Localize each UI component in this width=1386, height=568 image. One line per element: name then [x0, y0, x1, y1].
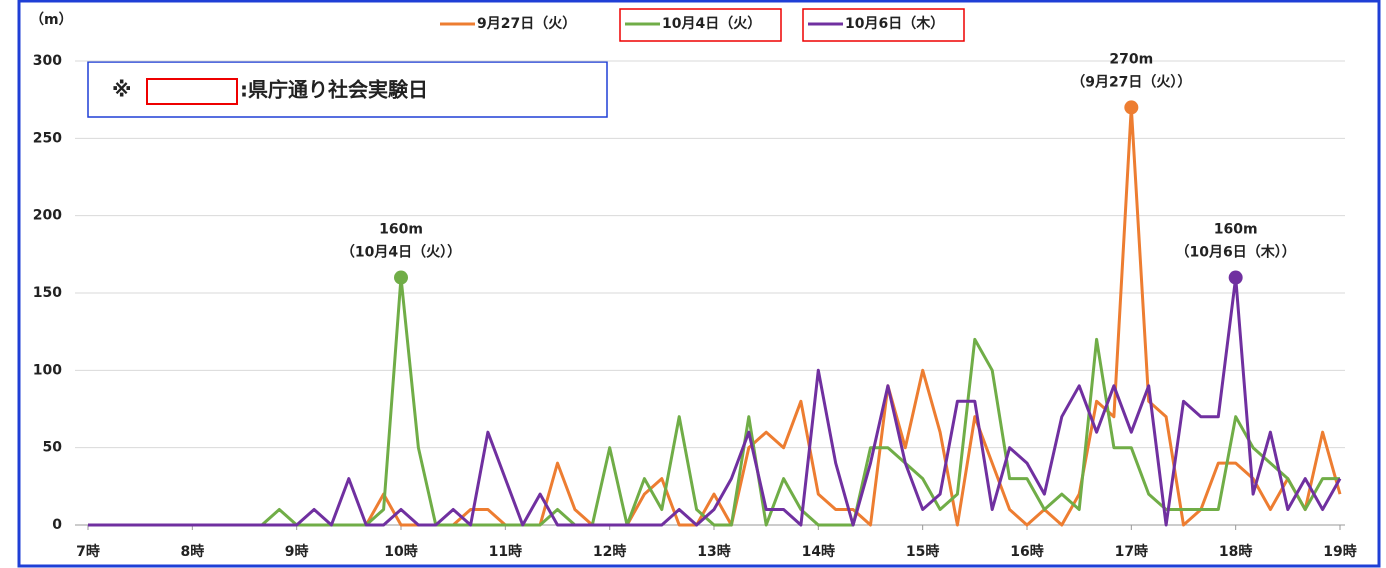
- x-tick-label: 7時: [76, 543, 100, 560]
- legend-highlight: [619, 8, 782, 42]
- peak-label: 270m: [1109, 51, 1153, 67]
- series-line: [88, 276, 1342, 527]
- y-tick-label: 200: [33, 208, 62, 224]
- x-tick-label: 8時: [180, 543, 204, 560]
- y-tick-label: 150: [33, 285, 62, 301]
- note-swatch: [146, 78, 238, 105]
- x-tick-label: 18時: [1219, 543, 1252, 560]
- y-axis-label: （m）: [30, 12, 73, 28]
- note-symbol: ※: [112, 78, 131, 102]
- y-tick-label: 250: [33, 130, 62, 146]
- legend-label: 9月27日（火）: [477, 16, 576, 32]
- x-tick-label: 13時: [697, 543, 730, 560]
- x-tick-label: 15時: [906, 543, 939, 560]
- peak-note: （10月6日（木））: [1176, 244, 1296, 261]
- peak-label: 160m: [379, 222, 423, 238]
- x-tick-label: 9時: [285, 543, 309, 560]
- peak-marker: [394, 270, 408, 285]
- y-tick-label: 50: [43, 440, 63, 456]
- x-tick-label: 11時: [489, 543, 522, 560]
- x-tick-label: 14時: [802, 543, 835, 560]
- peak-note: （9月27日（火））: [1071, 74, 1191, 90]
- x-tick-label: 17時: [1115, 543, 1148, 560]
- peak-marker: [1228, 270, 1243, 285]
- frame: [17, 0, 1381, 568]
- note-text: :県庁通り社会実験日: [240, 78, 428, 102]
- x-tick-label: 10時: [384, 543, 417, 560]
- x-tick-label: 19時: [1323, 543, 1356, 560]
- legend-label: 10月4日（火）: [662, 16, 761, 32]
- legend-highlight: [802, 8, 965, 42]
- x-tick-label: 16時: [1010, 543, 1043, 560]
- x-tick-label: 12時: [593, 543, 626, 560]
- y-tick-label: 100: [33, 362, 62, 378]
- y-tick-label: 300: [33, 53, 62, 69]
- y-tick-label: 0: [52, 517, 62, 533]
- peak-label: 160m: [1214, 222, 1258, 238]
- series-line: [88, 105, 1342, 527]
- series-line: [88, 276, 1340, 527]
- peak-note: （10月4日（火））: [341, 245, 461, 261]
- note-box: [87, 61, 608, 118]
- legend-label: 10月6日（木）: [845, 15, 944, 32]
- peak-marker: [1124, 100, 1139, 115]
